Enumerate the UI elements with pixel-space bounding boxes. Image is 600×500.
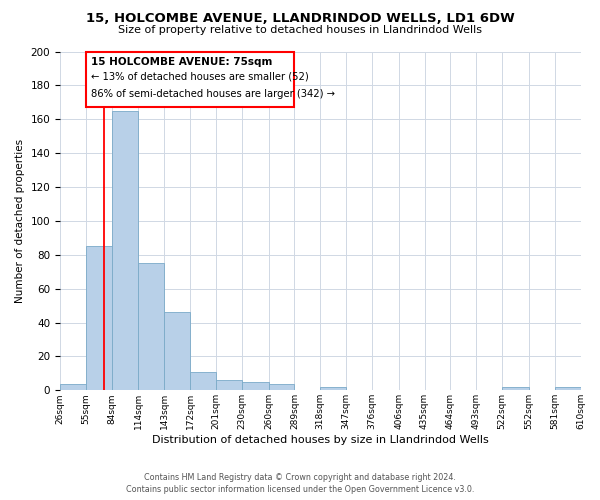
FancyBboxPatch shape xyxy=(86,52,295,108)
Text: Size of property relative to detached houses in Llandrindod Wells: Size of property relative to detached ho… xyxy=(118,25,482,35)
Bar xyxy=(216,380,242,390)
Bar xyxy=(86,246,112,390)
Bar xyxy=(190,372,216,390)
Text: Contains HM Land Registry data © Crown copyright and database right 2024.
Contai: Contains HM Land Registry data © Crown c… xyxy=(126,472,474,494)
Bar xyxy=(320,387,346,390)
X-axis label: Distribution of detached houses by size in Llandrindod Wells: Distribution of detached houses by size … xyxy=(152,435,488,445)
Bar xyxy=(269,384,295,390)
Bar xyxy=(164,312,190,390)
Bar xyxy=(242,382,269,390)
Y-axis label: Number of detached properties: Number of detached properties xyxy=(15,139,25,303)
Text: 15 HOLCOMBE AVENUE: 75sqm: 15 HOLCOMBE AVENUE: 75sqm xyxy=(91,56,272,66)
Text: ← 13% of detached houses are smaller (52): ← 13% of detached houses are smaller (52… xyxy=(91,72,309,82)
Bar xyxy=(554,387,581,390)
Text: 86% of semi-detached houses are larger (342) →: 86% of semi-detached houses are larger (… xyxy=(91,89,335,99)
Text: 15, HOLCOMBE AVENUE, LLANDRINDOD WELLS, LD1 6DW: 15, HOLCOMBE AVENUE, LLANDRINDOD WELLS, … xyxy=(86,12,514,26)
Bar xyxy=(139,263,164,390)
Bar xyxy=(502,387,529,390)
Bar xyxy=(60,384,86,390)
Bar xyxy=(112,111,139,390)
